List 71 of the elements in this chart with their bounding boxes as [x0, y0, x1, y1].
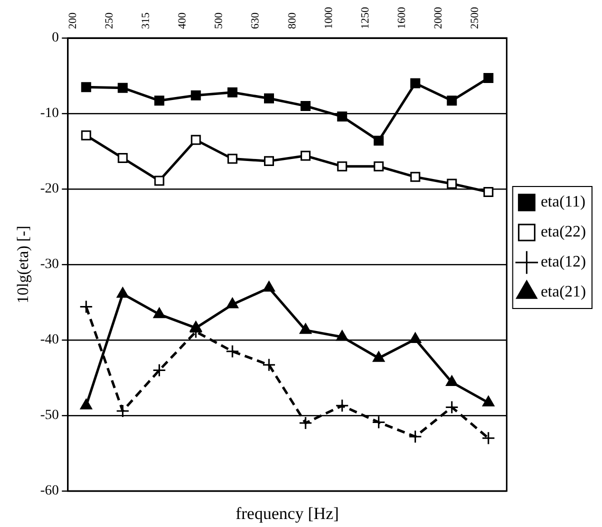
point [153, 308, 166, 318]
point [408, 430, 422, 444]
point [116, 404, 130, 418]
point [226, 344, 240, 358]
y-tick-label: -20 [40, 182, 59, 197]
point [446, 96, 457, 106]
point [298, 416, 312, 430]
point [374, 161, 384, 172]
point [300, 323, 312, 334]
y-tick-label: -50 [40, 408, 59, 424]
point [226, 298, 238, 308]
point [262, 358, 276, 372]
point [336, 330, 348, 341]
point [263, 281, 275, 292]
point [335, 398, 349, 412]
point [483, 187, 494, 198]
point [118, 82, 128, 93]
point [409, 332, 422, 343]
x-tick-label: 200 [66, 12, 79, 29]
point [446, 178, 457, 189]
point [154, 176, 164, 186]
x-tick-label: 1250 [359, 6, 372, 29]
y-tick-label: -60 [40, 484, 59, 499]
point [80, 398, 92, 410]
point [190, 134, 201, 145]
point [446, 376, 458, 386]
y-tick-label: -30 [40, 257, 59, 272]
point [264, 93, 274, 104]
point [79, 300, 93, 314]
point [337, 161, 348, 172]
legend-label: eta(12) [540, 254, 586, 271]
x-tick-label: 630 [250, 12, 262, 29]
point [372, 416, 386, 430]
point [410, 172, 420, 182]
point [154, 96, 164, 106]
x-tick-label: 800 [286, 12, 298, 29]
point [227, 154, 238, 164]
y-axis-title: 10lg(eta) [-] [14, 226, 32, 304]
point [482, 396, 494, 406]
point [372, 351, 385, 362]
point [81, 130, 92, 140]
x-tick-label: 1000 [322, 6, 335, 29]
x-tick-label: 500 [213, 12, 226, 29]
point [445, 400, 459, 414]
point [116, 287, 129, 298]
legend-label: eta(11) [540, 194, 586, 211]
x-tick-label: 250 [103, 12, 116, 29]
point [374, 136, 384, 146]
point [410, 78, 420, 88]
y-tick-label: -40 [40, 332, 59, 348]
x-axis-title: frequency [Hz] [236, 504, 339, 523]
point [190, 90, 201, 100]
legend-label: eta(21) [540, 284, 586, 301]
point [152, 363, 166, 377]
point [337, 112, 348, 122]
point [483, 73, 494, 84]
point [118, 153, 128, 164]
point [264, 156, 274, 166]
point [300, 150, 311, 161]
x-tick-label: 2500 [469, 6, 482, 29]
x-tick-label: 2000 [432, 6, 445, 29]
point [482, 431, 496, 445]
point [227, 87, 238, 98]
x-tick-label: 315 [140, 12, 152, 29]
point [300, 100, 311, 111]
x-tick-label: 1600 [396, 6, 408, 29]
y-tick-label: -10 [40, 106, 59, 122]
point [81, 82, 92, 92]
y-tick-label: 0 [52, 30, 59, 46]
x-tick-label: 400 [176, 12, 189, 29]
legend-label: eta(22) [540, 224, 586, 241]
